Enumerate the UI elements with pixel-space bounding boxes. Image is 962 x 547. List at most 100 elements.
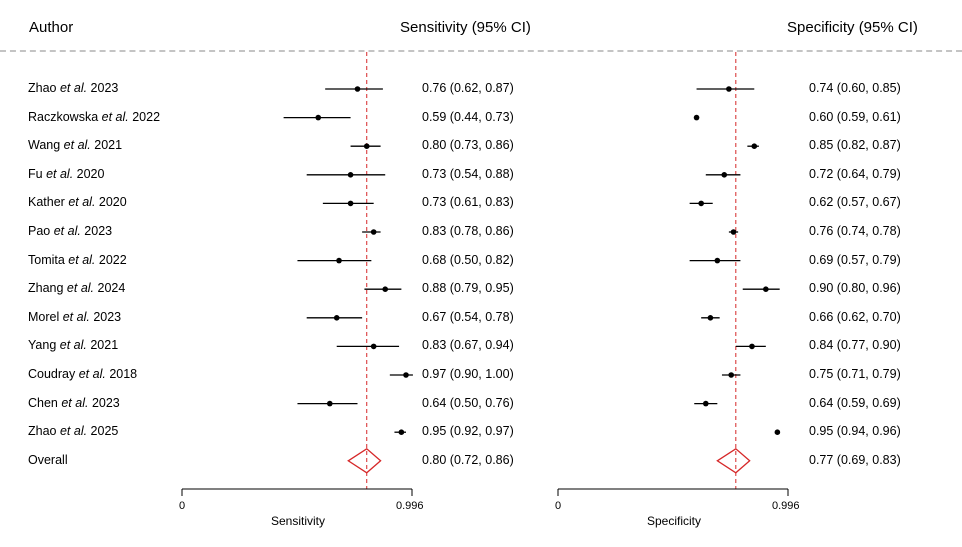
author-name: Raczkowska <box>28 109 102 124</box>
sens-point-estimate <box>315 114 322 121</box>
sens-estimate-text: 0.95 (0.92, 0.97) <box>422 424 514 439</box>
spec-estimate-text: 0.64 (0.59, 0.69) <box>809 395 901 410</box>
author-etal: et al. <box>59 81 88 95</box>
author-label: Tomita et al. 2022 <box>28 253 127 267</box>
sens-estimate-text: 0.73 (0.54, 0.88) <box>422 166 514 181</box>
author-name: Tomita <box>28 252 69 267</box>
author-etal: et al. <box>68 195 96 210</box>
spec-estimate-text: 0.75 (0.71, 0.79) <box>809 367 901 381</box>
author-year: 2020 <box>73 166 105 181</box>
author-column-header: Author <box>29 19 74 36</box>
sens-point-estimate <box>333 315 340 321</box>
author-etal: et al. <box>68 252 96 267</box>
sens-point-estimate <box>326 400 333 407</box>
author-label: Kather et al. 2020 <box>28 195 127 209</box>
author-year: 2023 <box>87 81 119 95</box>
author-year: 2018 <box>105 367 138 381</box>
spec-point-estimate <box>763 286 769 293</box>
spec-estimate-text: 0.85 (0.82, 0.87) <box>809 138 901 153</box>
spec-estimate-text: 0.95 (0.94, 0.96) <box>809 424 901 439</box>
author-name: Wang <box>28 138 64 153</box>
author-label: Chen et al. 2023 <box>28 396 120 410</box>
author-name: Fu <box>28 166 47 181</box>
author-label: Fu et al. 2020 <box>28 167 104 181</box>
sens-estimate-text: 0.76 (0.62, 0.87) <box>422 81 514 95</box>
author-etal: et al. <box>53 224 81 238</box>
author-name: Morel <box>28 309 63 324</box>
author-etal: et al. <box>61 395 89 410</box>
author-label: Wang et al. 2021 <box>28 138 122 152</box>
spec-tick-label: 0.996 <box>772 500 800 512</box>
sens-overall-diamond <box>347 447 382 474</box>
spec-point-estimate <box>774 429 781 436</box>
sens-estimate-text: 0.80 (0.73, 0.86) <box>422 138 514 153</box>
spec-point-estimate <box>693 114 700 121</box>
spec-point-estimate <box>730 229 737 235</box>
sens-estimate-text: 0.68 (0.50, 0.82) <box>422 252 514 267</box>
spec-point-estimate <box>698 200 704 207</box>
sens-estimate-text: 0.88 (0.79, 0.95) <box>422 281 514 296</box>
author-label: Coudray et al. 2018 <box>28 367 137 381</box>
author-etal: et al. <box>59 424 88 439</box>
author-year: 2022 <box>95 252 127 267</box>
specificity-column-header: Specificity (95% CI) <box>787 19 918 36</box>
spec-overall-diamond <box>716 447 751 474</box>
spec-axis-title: Specificity <box>647 514 702 528</box>
sens-estimate-text: 0.64 (0.50, 0.76) <box>422 395 514 410</box>
author-year: 2023 <box>80 224 113 238</box>
spec-estimate-text: 0.72 (0.64, 0.79) <box>809 166 901 181</box>
spec-point-estimate <box>751 143 758 149</box>
author-etal: et al. <box>66 281 95 296</box>
author-label: Morel et al. 2023 <box>28 310 121 324</box>
author-label: Zhao et al. 2025 <box>28 424 118 438</box>
author-etal: et al. <box>46 166 74 181</box>
sens-estimate-text: 0.83 (0.67, 0.94) <box>422 338 514 353</box>
author-etal: et al. <box>62 309 90 324</box>
author-label: Zhao et al. 2023 <box>28 81 118 95</box>
spec-estimate-text: 0.69 (0.57, 0.79) <box>809 252 901 267</box>
author-name: Zhao <box>28 81 60 95</box>
spec-estimate-text: 0.62 (0.57, 0.67) <box>809 195 901 210</box>
sens-point-estimate <box>370 343 377 350</box>
sens-point-estimate <box>370 229 377 235</box>
sens-estimate-text: 0.97 (0.90, 1.00) <box>422 367 514 381</box>
sens-estimate-text: 0.59 (0.44, 0.73) <box>422 109 514 124</box>
spec-estimate-text: 0.90 (0.80, 0.96) <box>809 281 901 296</box>
spec-estimate-text: 0.76 (0.74, 0.78) <box>809 224 901 238</box>
spec-estimate-text: 0.74 (0.60, 0.85) <box>809 81 901 95</box>
sens-tick-label: 0.996 <box>396 500 424 512</box>
author-year: 2025 <box>87 424 119 439</box>
spec-point-estimate <box>728 372 734 378</box>
spec-point-estimate <box>714 257 721 264</box>
spec-overall-estimate-text: 0.77 (0.69, 0.83) <box>809 452 901 467</box>
author-name: Kather <box>28 195 69 210</box>
author-etal: et al. <box>59 338 87 353</box>
author-name: Yang <box>28 338 60 353</box>
spec-point-estimate <box>749 343 755 350</box>
author-name: Zhang <box>28 281 67 296</box>
author-year: 2024 <box>94 281 126 296</box>
spec-point-estimate <box>707 315 714 321</box>
author-label: Pao et al. 2023 <box>28 224 112 238</box>
spec-estimate-text: 0.60 (0.59, 0.61) <box>809 109 901 124</box>
sens-point-estimate <box>403 372 409 378</box>
author-name: Coudray <box>28 367 79 381</box>
sens-point-estimate <box>347 200 354 207</box>
author-year: 2021 <box>86 338 119 353</box>
sens-point-estimate <box>398 429 405 436</box>
author-etal: et al. <box>78 367 106 381</box>
author-name: Pao <box>28 224 54 238</box>
sens-estimate-text: 0.67 (0.54, 0.78) <box>422 309 514 324</box>
author-etal: et al. <box>63 138 91 153</box>
author-etal: et al. <box>101 109 129 124</box>
spec-point-estimate <box>702 400 709 407</box>
author-year: 2020 <box>95 195 127 210</box>
sensitivity-column-header: Sensitivity (95% CI) <box>400 19 531 36</box>
author-year: 2023 <box>89 309 122 324</box>
sens-axis-title: Sensitivity <box>271 514 326 528</box>
sens-estimate-text: 0.83 (0.78, 0.86) <box>422 224 514 238</box>
author-year: 2022 <box>128 109 161 124</box>
sens-overall-estimate-text: 0.80 (0.72, 0.86) <box>422 452 514 467</box>
overall-label: Overall <box>28 452 68 467</box>
